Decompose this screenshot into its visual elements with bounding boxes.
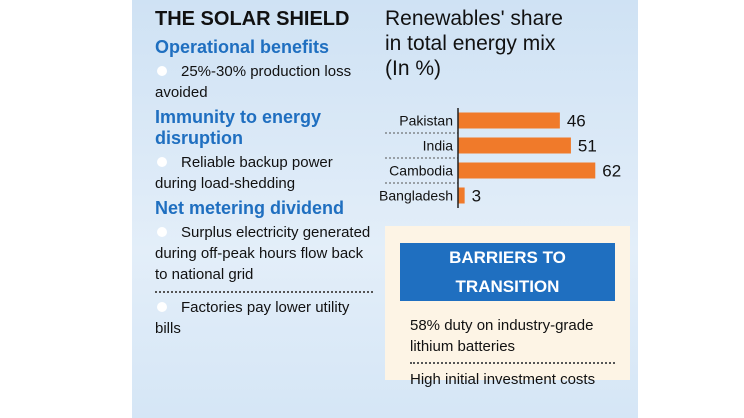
category-label: Pakistan [399,113,453,129]
bullet-item: 25%-30% production loss avoided [155,61,373,103]
bullet [157,227,167,237]
left-column: THE SOLAR SHIELD Operational benefits 25… [155,8,373,343]
bar [458,112,560,129]
section-heading: Operational benefits [155,37,330,57]
category-label: India [423,138,454,154]
item-text: Surplus electricity generated during off… [155,224,371,283]
barrier-item: High initial investment costs [410,371,596,388]
separator [410,362,615,364]
section-heading: Net metering dividend [155,198,345,218]
barriers-box: BARRIERS TO TRANSITION 58% duty on indus… [385,226,630,388]
value-label: 46 [567,112,586,131]
section-heading: Immunity to energy disruption [155,107,322,148]
value-label: 3 [472,187,481,206]
item-text: Reliable backup power during load-sheddi… [155,154,333,192]
separator [155,291,373,293]
barrier-item: 58% duty on industry-grade lithium batte… [410,317,594,355]
chart-title: Renewables' share in total energy mix (I… [385,7,563,80]
bullet [157,302,167,312]
category-label: Cambodia [389,163,453,179]
value-label: 62 [602,162,621,181]
item-text: Factories pay lower utility bills [155,299,350,337]
bar [458,137,571,154]
bullet-item: Factories pay lower utility bills [155,297,373,339]
bar [458,187,465,204]
bar [458,162,596,179]
barriers-title: BARRIERS TO TRANSITION [400,243,615,301]
value-label: 51 [578,137,597,156]
bullet-item: Reliable backup power during load-sheddi… [155,152,373,194]
bullet-item: Surplus electricity generated during off… [155,222,373,285]
category-label: Bangladesh [379,188,453,204]
bullet [157,157,167,167]
item-text: 25%-30% production loss avoided [155,63,352,101]
main-title: THE SOLAR SHIELD [155,8,350,30]
bullet [157,66,167,76]
